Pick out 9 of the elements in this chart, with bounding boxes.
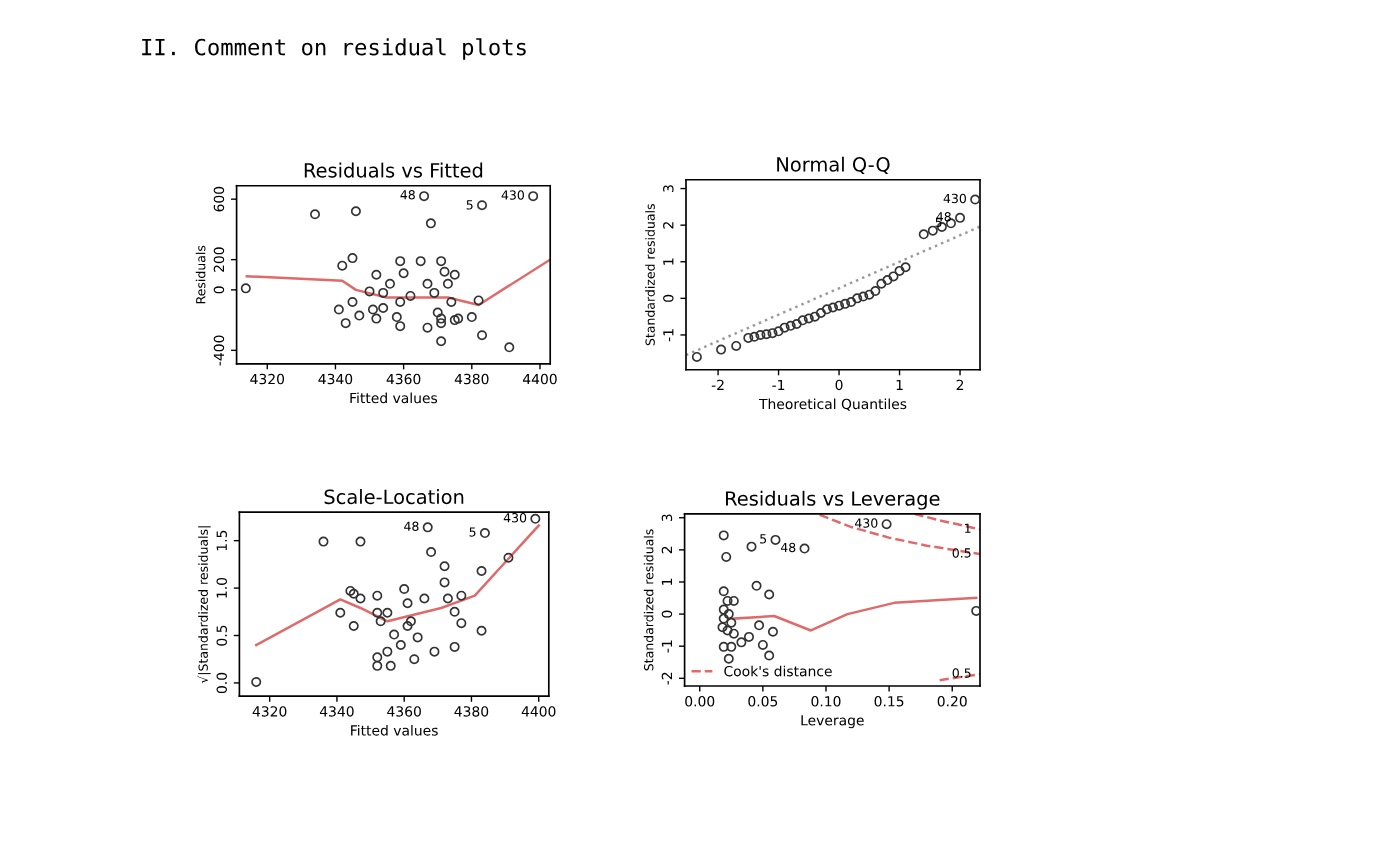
line-series <box>254 524 540 647</box>
line-series <box>245 258 551 307</box>
chart-title: Scale-Location <box>324 489 464 505</box>
line-series <box>818 513 980 556</box>
chart-title: Residuals vs Leverage <box>726 490 940 510</box>
line-series <box>732 596 978 632</box>
chart-title: Normal Q-Q <box>777 156 890 174</box>
chart-title: Residuals vs Fitted <box>304 162 483 178</box>
text: II. Comment on residual plots <box>142 38 526 60</box>
